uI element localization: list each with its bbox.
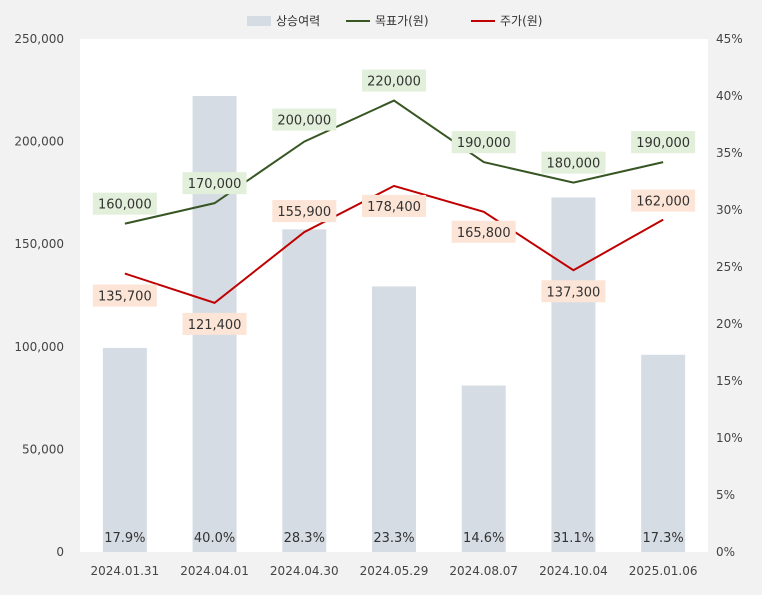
target-price-label-text: 190,000 <box>457 136 511 151</box>
right-axis-tick-label: 40% <box>716 89 743 103</box>
upside-bar <box>461 385 506 552</box>
left-axis-tick-label: 50,000 <box>22 442 64 456</box>
stock-price-label-box <box>182 312 247 335</box>
x-axis-tick-label: 2024.04.30 <box>270 564 339 578</box>
stock-price-label-box <box>541 280 606 303</box>
stock-price-label: 121,400 <box>182 312 247 335</box>
x-axis-tick-label: 2024.05.29 <box>360 564 429 578</box>
stock-price-label-box <box>92 284 157 307</box>
target-price-label: 180,000 <box>541 151 606 174</box>
right-axis-tick-label: 35% <box>716 146 743 160</box>
stock-price-label: 137,300 <box>541 280 606 303</box>
left-axis-tick-label: 100,000 <box>14 340 64 354</box>
upside-bar-label: 23.3% <box>373 531 414 546</box>
upside-bar-label: 40.0% <box>194 531 235 546</box>
left-axis-tick-label: 250,000 <box>14 32 64 46</box>
upside-bar-label: 14.6% <box>463 531 504 546</box>
right-axis-tick-label: 15% <box>716 374 743 388</box>
x-axis-tick-label: 2024.01.31 <box>90 564 159 578</box>
target-price-line <box>124 99 664 225</box>
target-price-label-text: 190,000 <box>636 136 690 151</box>
target-price-label: 160,000 <box>92 192 157 215</box>
upside-bar <box>641 354 686 552</box>
target-price-label-text: 180,000 <box>547 157 601 172</box>
target-price-label-text: 160,000 <box>98 198 152 213</box>
right-axis-tick-label: 0% <box>716 545 735 559</box>
x-axis-tick-label: 2025.01.06 <box>629 564 698 578</box>
right-axis-tick-label: 10% <box>716 431 743 445</box>
legend-label: 목표가(원) <box>375 14 429 28</box>
x-axis-tick-label: 2024.04.01 <box>180 564 249 578</box>
target-price-label-box <box>272 108 337 131</box>
right-axis-tick-label: 5% <box>716 488 735 502</box>
target-price-label: 190,000 <box>451 131 516 154</box>
upside-bar-label: 31.1% <box>553 531 594 546</box>
target-price-label-text: 200,000 <box>277 114 331 129</box>
stock-price-label: 178,400 <box>362 194 426 217</box>
upside-bar <box>102 347 147 552</box>
target-price-label-box <box>451 131 516 154</box>
stock-price-label-text: 162,000 <box>636 195 690 210</box>
x-axis-tick-label: 2024.08.07 <box>449 564 518 578</box>
stock-price-label: 162,000 <box>631 189 696 212</box>
left-axis-tick-label: 0 <box>56 545 64 559</box>
target-price-label-text: 170,000 <box>188 177 242 192</box>
axes-layer: 0 50,000 100,000 150,000 200,000 250,000 0% 5% 1… <box>14 32 742 578</box>
stock-price-label: 135,700 <box>92 284 157 307</box>
stock-price-label-box <box>451 220 516 243</box>
target-price-label-box <box>182 172 247 195</box>
labels-layer: 17.9% 40.0% 28.3% 23.3% 14.6% 31.1% 17.3% 160,0… <box>92 69 696 546</box>
target-price-label: 190,000 <box>631 131 696 154</box>
bars-layer <box>102 96 686 552</box>
target-price-label-box <box>362 69 426 92</box>
legend-label: 주가(원) <box>500 14 542 28</box>
stock-price-label-box <box>362 194 426 217</box>
upside-bar <box>282 229 327 552</box>
upside-bar <box>551 197 596 552</box>
stock-price-label-text: 165,800 <box>457 226 511 241</box>
stock-price-label-text: 155,900 <box>277 205 331 220</box>
left-axis-tick-label: 150,000 <box>14 237 64 251</box>
target-price-label-box <box>92 192 157 215</box>
legend-swatch-upside <box>247 16 271 26</box>
x-axis-tick-label: 2024.10.04 <box>539 564 608 578</box>
target-price-label-box <box>541 151 606 174</box>
stock-price-label-text: 121,400 <box>188 318 242 333</box>
upside-bar-label: 17.9% <box>104 531 145 546</box>
stock-price-label-text: 178,400 <box>367 200 421 215</box>
target-price-label: 220,000 <box>362 69 426 92</box>
target-price-label-text: 220,000 <box>367 75 421 90</box>
target-price-label: 200,000 <box>272 108 337 131</box>
stock-price-label-text: 135,700 <box>98 290 152 305</box>
legend: 상승여력 목표가(원) 주가(원) <box>247 14 542 28</box>
stock-price-label-box <box>631 189 696 212</box>
target-price-label: 170,000 <box>182 172 247 195</box>
target-price-label-box <box>631 131 696 154</box>
upside-bar-label: 28.3% <box>284 531 325 546</box>
lines-layer <box>124 99 664 305</box>
stock-price-line <box>124 184 664 305</box>
stock-price-label: 165,800 <box>451 220 516 243</box>
upside-bar <box>372 286 416 552</box>
upside-bar-label: 17.3% <box>642 531 683 546</box>
right-axis-tick-label: 30% <box>716 203 743 217</box>
legend-label: 상승여력 <box>276 14 320 28</box>
stock-price-label-box <box>272 200 337 223</box>
stock-price-label: 155,900 <box>272 200 337 223</box>
stock-price-label-text: 137,300 <box>547 285 601 300</box>
right-axis-tick-label: 20% <box>716 317 743 331</box>
right-axis-tick-label: 25% <box>716 260 743 274</box>
right-axis-tick-label: 45% <box>716 32 743 46</box>
left-axis-tick-label: 200,000 <box>14 135 64 149</box>
